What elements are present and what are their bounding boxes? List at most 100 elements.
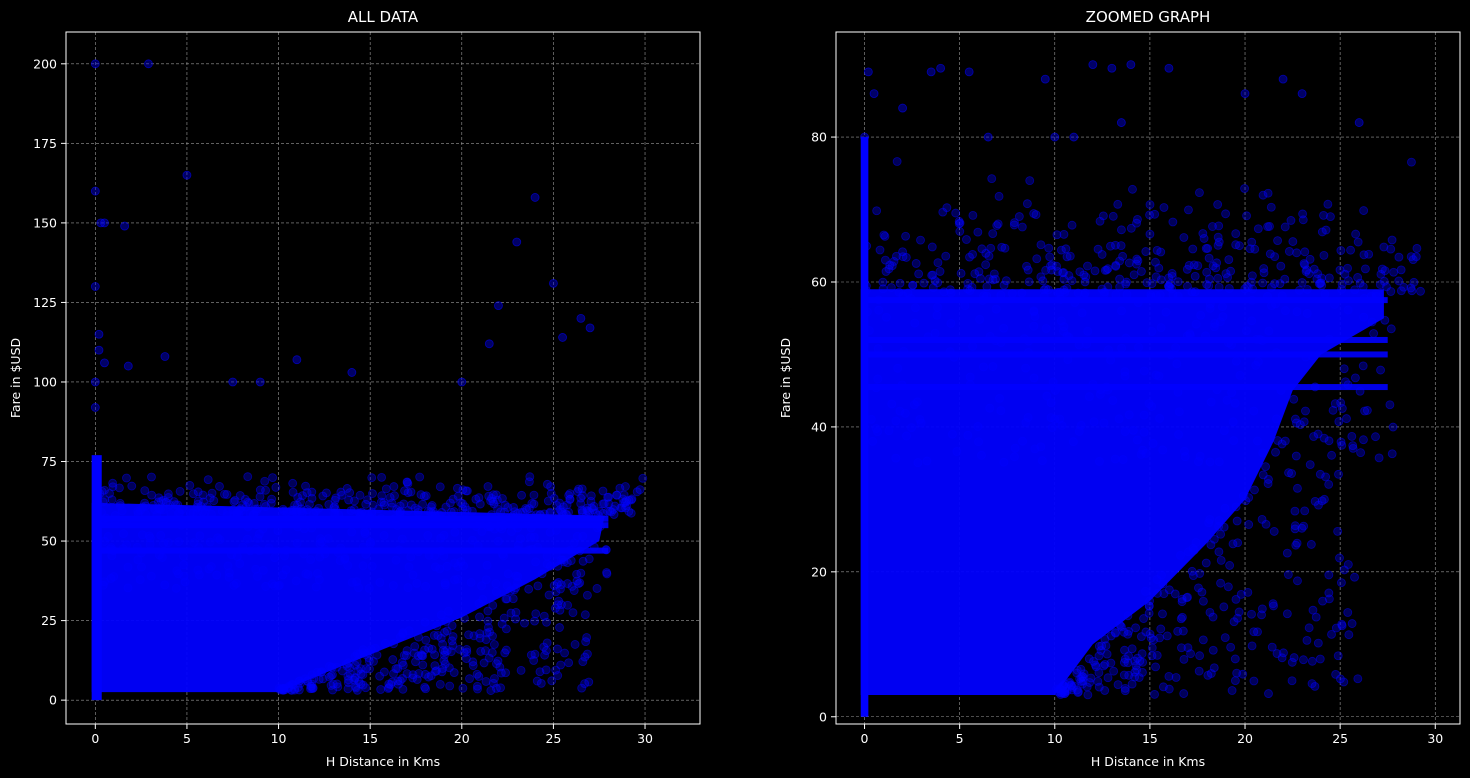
right-halo-point bbox=[1261, 462, 1270, 472]
left-halo-point bbox=[447, 636, 457, 646]
right-halo-point bbox=[1150, 689, 1159, 699]
right-halo-point bbox=[1139, 366, 1149, 376]
right-halo-point bbox=[1250, 485, 1259, 495]
right-halo-point bbox=[1205, 299, 1215, 309]
right-halo-point bbox=[995, 393, 1004, 403]
right-halo-point bbox=[1319, 433, 1329, 443]
right-halo-point bbox=[933, 302, 942, 312]
left-halo-point bbox=[533, 542, 543, 552]
right-halo-point bbox=[1348, 443, 1358, 453]
right-halo-point bbox=[881, 312, 891, 322]
left-halo-point bbox=[307, 487, 317, 497]
left-halo-point bbox=[205, 537, 215, 547]
left-halo-point bbox=[146, 571, 156, 581]
left-halo-point bbox=[460, 509, 470, 518]
right-halo-point bbox=[1077, 308, 1087, 318]
left-halo-point bbox=[544, 590, 554, 600]
right-halo-point bbox=[1089, 417, 1099, 427]
left-halo-point bbox=[423, 531, 433, 540]
left-halo-point bbox=[166, 509, 176, 518]
right-halo-point bbox=[1090, 266, 1100, 276]
left-halo-point bbox=[303, 570, 313, 579]
right-halo-point bbox=[992, 221, 1002, 230]
right-halo-point bbox=[1302, 309, 1312, 318]
right-halo-point bbox=[974, 437, 983, 447]
right-halo-point bbox=[1219, 426, 1229, 436]
right-halo-point bbox=[915, 415, 925, 424]
right-halo-point bbox=[1380, 315, 1390, 325]
right-halo-point bbox=[1248, 271, 1257, 281]
right-halo-point bbox=[1306, 540, 1316, 549]
left-halo-point bbox=[343, 678, 353, 688]
right-halo-point bbox=[967, 282, 977, 292]
right-halo-point bbox=[1095, 456, 1104, 466]
right-halo-point bbox=[1263, 222, 1273, 232]
left-halo-point bbox=[477, 526, 487, 536]
right-halo-point bbox=[916, 235, 925, 245]
left-halo-point bbox=[396, 632, 405, 642]
left-halo-point bbox=[581, 637, 591, 647]
right-xtick-label: 25 bbox=[1332, 731, 1348, 746]
right-halo-point bbox=[1101, 641, 1111, 651]
right-halo-point bbox=[878, 277, 888, 287]
left-halo-point bbox=[564, 519, 574, 529]
right-halo-point bbox=[1220, 633, 1230, 643]
right-halo-point bbox=[873, 374, 883, 384]
right-halo-point bbox=[1161, 307, 1171, 317]
right-halo-point bbox=[1258, 448, 1268, 458]
left-fare-band bbox=[95, 547, 609, 554]
left-outlier-point bbox=[90, 282, 100, 291]
left-halo-point bbox=[177, 520, 186, 530]
left-halo-point bbox=[356, 679, 366, 689]
right-halo-point bbox=[1235, 241, 1244, 251]
right-halo-point bbox=[1280, 222, 1290, 232]
right-halo-point bbox=[1227, 686, 1237, 695]
left-halo-point bbox=[193, 499, 203, 509]
right-halo-point bbox=[1222, 395, 1232, 405]
right-scatter-points bbox=[860, 60, 1425, 717]
left-halo-point bbox=[253, 534, 263, 544]
right-halo-point bbox=[1141, 587, 1150, 596]
left-halo-point bbox=[456, 498, 466, 508]
left-halo-point bbox=[414, 632, 423, 642]
right-halo-point bbox=[1309, 432, 1319, 441]
left-halo-point bbox=[517, 490, 526, 500]
left-halo-point bbox=[556, 584, 565, 594]
left-halo-point bbox=[140, 486, 150, 496]
right-halo-point bbox=[1321, 472, 1331, 482]
right-halo-point bbox=[1095, 216, 1105, 226]
right-halo-point bbox=[899, 346, 909, 356]
left-halo-point bbox=[381, 639, 390, 648]
right-halo-point bbox=[1263, 291, 1272, 301]
right-halo-point bbox=[1021, 418, 1031, 427]
right-halo-point bbox=[1029, 321, 1039, 331]
left-halo-point bbox=[525, 472, 535, 482]
right-halo-point bbox=[1219, 602, 1229, 612]
left-halo-point bbox=[430, 650, 439, 660]
right-halo-point bbox=[1353, 273, 1363, 282]
right-halo-point bbox=[1271, 447, 1280, 457]
left-halo-point bbox=[363, 495, 373, 505]
left-halo-point bbox=[552, 500, 562, 510]
left-ytick-label: 25 bbox=[41, 613, 57, 628]
right-halo-point bbox=[1287, 469, 1296, 478]
right-halo-point bbox=[1133, 653, 1142, 663]
left-halo-point bbox=[193, 487, 203, 497]
right-halo-point bbox=[1147, 643, 1157, 653]
right-halo-point bbox=[1213, 200, 1223, 209]
right-halo-point bbox=[874, 305, 884, 315]
right-halo-point bbox=[1362, 406, 1372, 415]
right-halo-point bbox=[1031, 210, 1041, 220]
right-halo-point bbox=[1350, 285, 1360, 295]
right-halo-point bbox=[1209, 663, 1219, 673]
right-halo-point bbox=[1214, 221, 1224, 231]
left-halo-point bbox=[424, 643, 434, 653]
right-outlier-point bbox=[1354, 118, 1364, 127]
left-halo-point bbox=[524, 545, 534, 555]
right-halo-point bbox=[1148, 439, 1158, 448]
right-halo-point bbox=[1359, 312, 1369, 322]
left-halo-point bbox=[355, 490, 365, 500]
right-halo-point bbox=[875, 245, 885, 255]
right-halo-point bbox=[1297, 278, 1307, 287]
right-halo-point bbox=[1173, 291, 1183, 301]
